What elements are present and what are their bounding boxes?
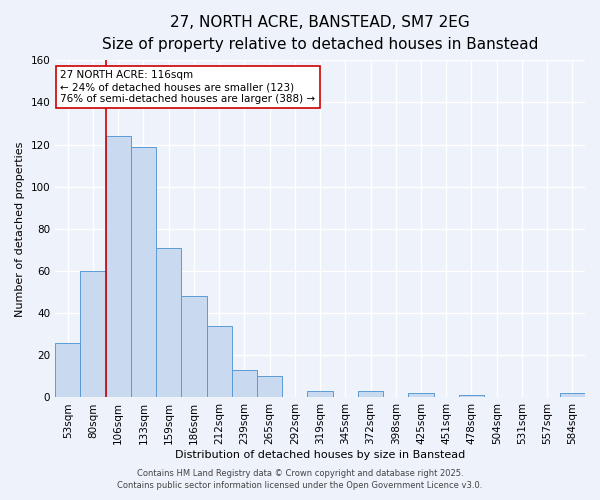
Bar [358,391,383,398]
Bar [206,326,232,398]
Text: Contains HM Land Registry data © Crown copyright and database right 2025.
Contai: Contains HM Land Registry data © Crown c… [118,468,482,490]
Text: 27 NORTH ACRE: 116sqm
← 24% of detached houses are smaller (123)
76% of semi-det: 27 NORTH ACRE: 116sqm ← 24% of detached … [61,70,316,104]
Bar [55,342,80,398]
Bar [80,271,106,398]
Bar [409,393,434,398]
Bar [307,391,332,398]
Title: 27, NORTH ACRE, BANSTEAD, SM7 2EG
Size of property relative to detached houses i: 27, NORTH ACRE, BANSTEAD, SM7 2EG Size o… [102,15,538,52]
Bar [232,370,257,398]
Bar [459,396,484,398]
Y-axis label: Number of detached properties: Number of detached properties [15,141,25,316]
Bar [181,296,206,398]
Bar [257,376,282,398]
Bar [156,248,181,398]
Bar [131,146,156,398]
X-axis label: Distribution of detached houses by size in Banstead: Distribution of detached houses by size … [175,450,465,460]
Bar [106,136,131,398]
Bar [560,393,585,398]
